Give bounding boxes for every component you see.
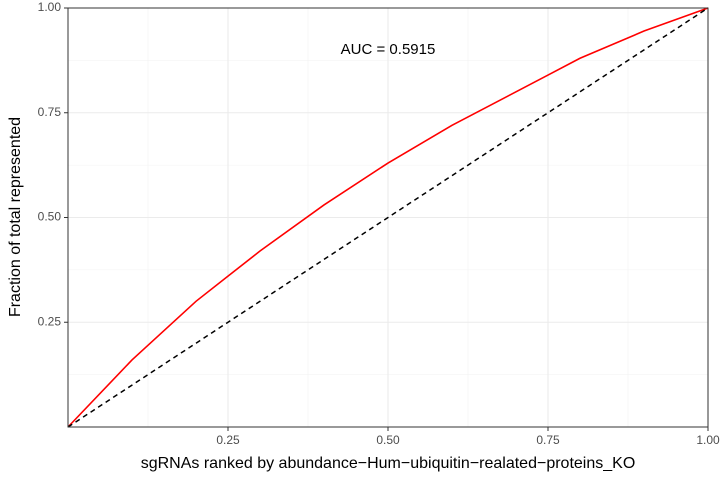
y-tick-label: 0.75 [38, 105, 62, 119]
x-tick-label: 0.50 [376, 433, 400, 447]
line-series [67, 7, 709, 428]
y-tick-label: 0.25 [38, 314, 62, 328]
x-axis-label: sgRNAs ranked by abundance−Hum−ubiquitin… [141, 455, 636, 472]
y-tick-label: 1.00 [38, 0, 62, 14]
line-series [67, 7, 709, 428]
x-tick-label: 0.75 [536, 433, 560, 447]
y-axis-label: Fraction of total represented [7, 117, 24, 317]
y-tick-label: 0.50 [38, 210, 62, 224]
panel-border [67, 7, 709, 428]
x-tick-label: 1.00 [696, 433, 720, 447]
x-tick-label: 0.25 [216, 433, 240, 447]
